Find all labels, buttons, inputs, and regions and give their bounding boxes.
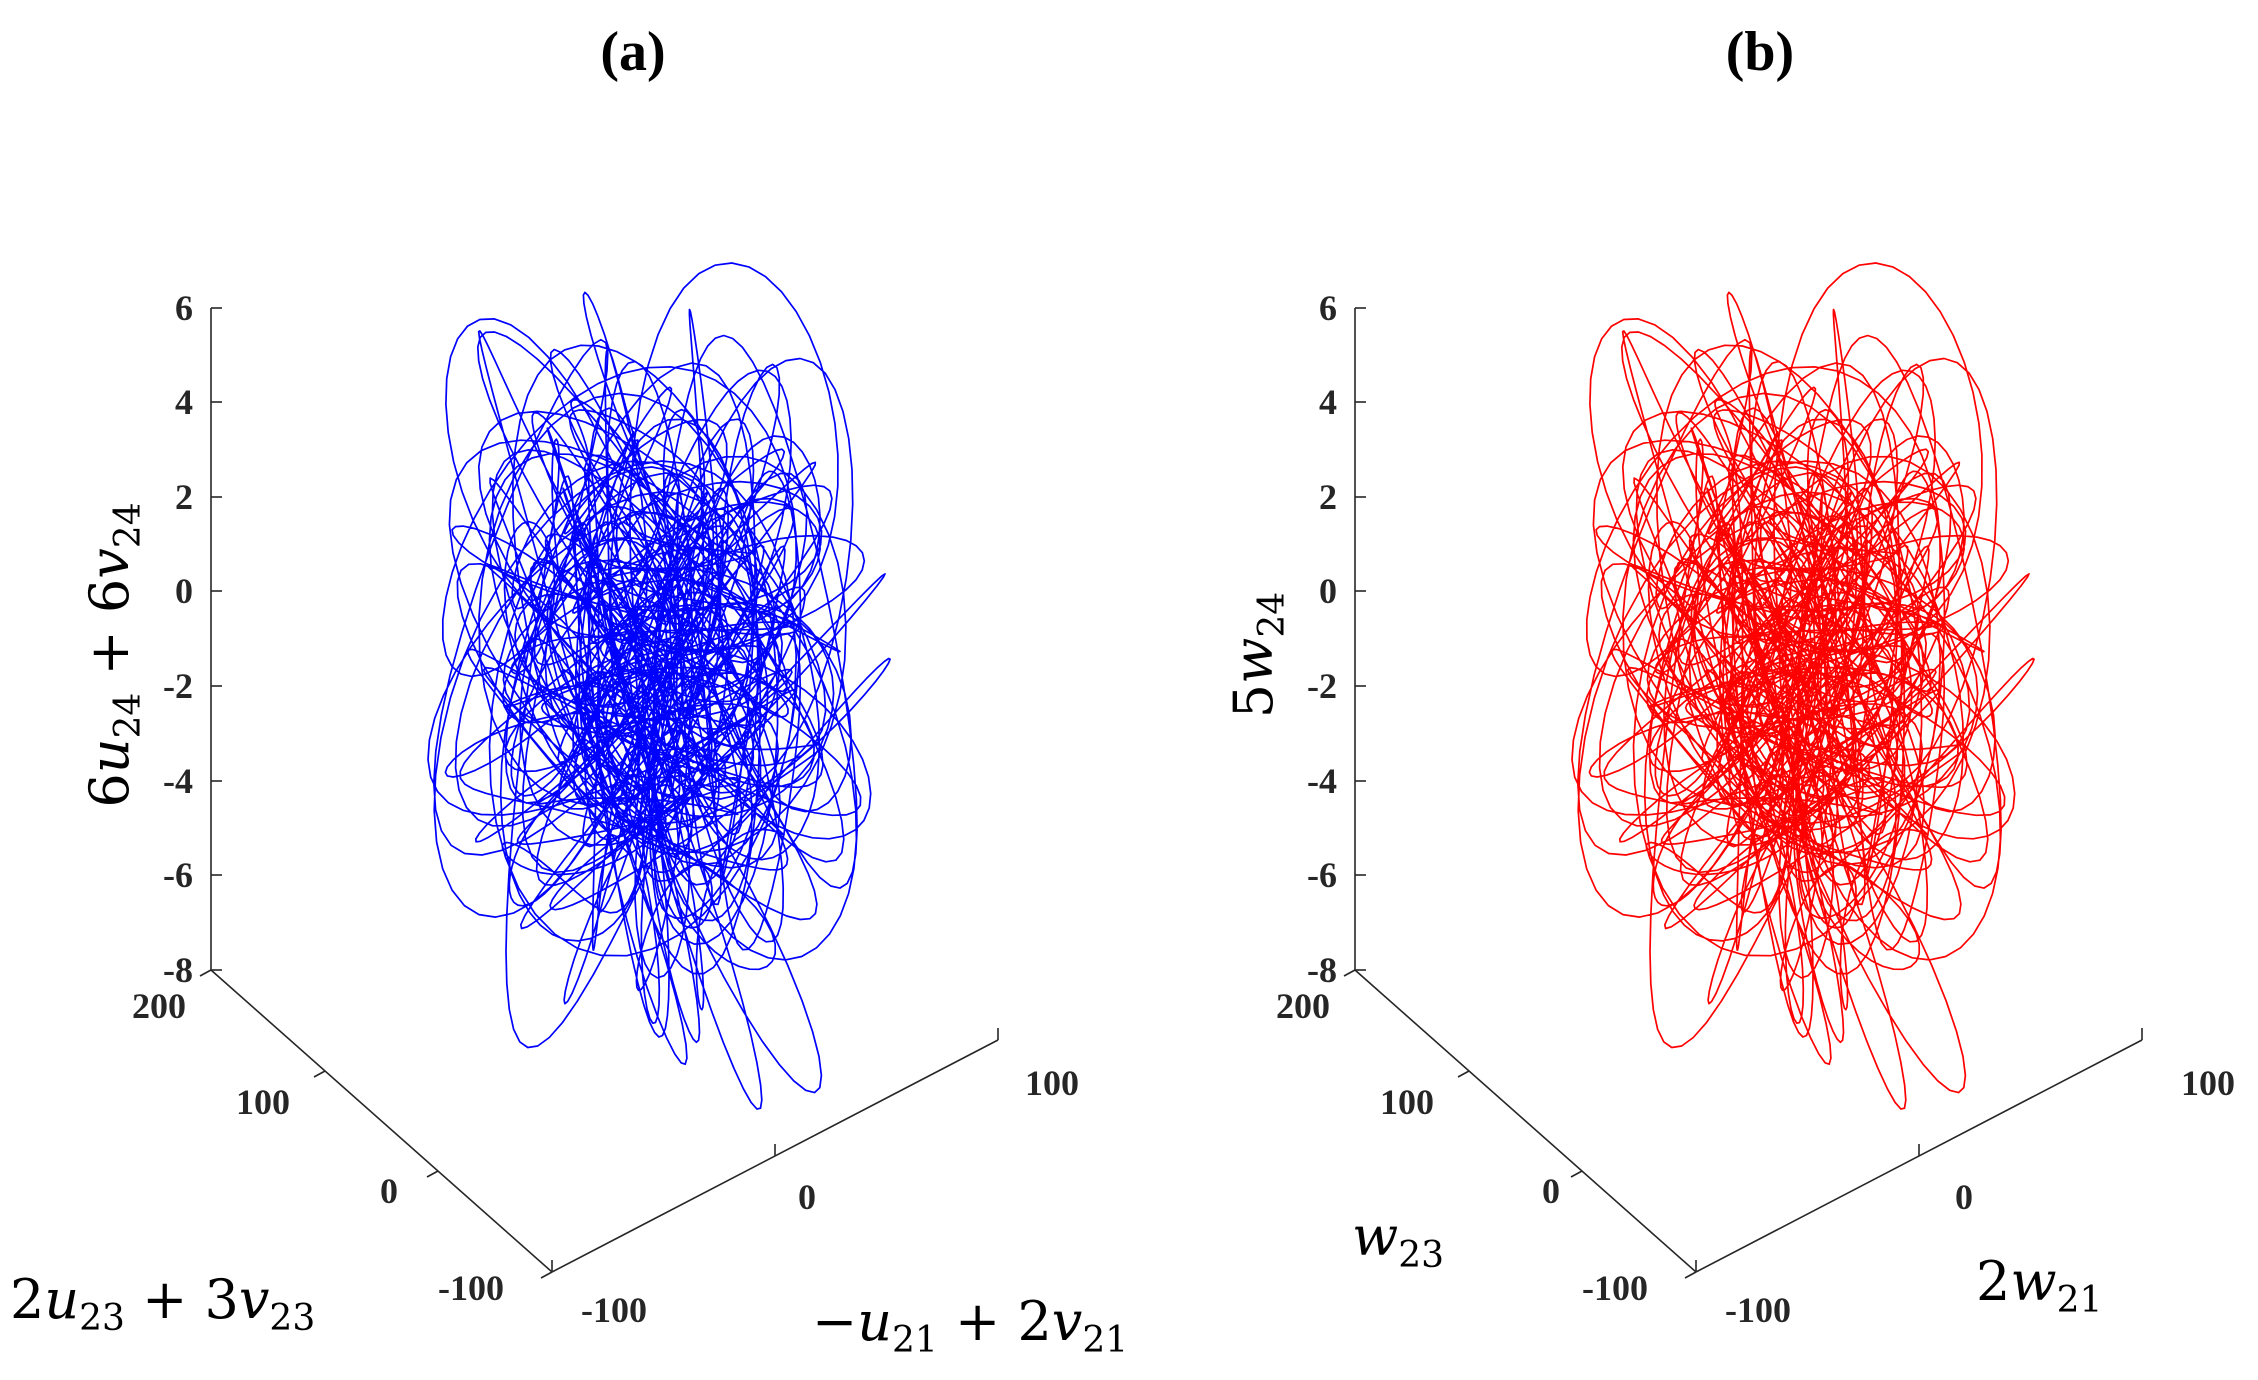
panel-b: (b) 6 4 2 0 -2 -4 -6 -8 200: [1222, 21, 2235, 1330]
z-tick-label: -6: [163, 855, 193, 895]
x-tick-label: -100: [1725, 1290, 1791, 1330]
y-axis-label-a: 2u23 + 3v23: [10, 1268, 315, 1339]
panel-a: (a) 6 4 2 0 -2 -4 -6 -8: [10, 21, 1128, 1361]
z-tick-label: 0: [175, 571, 193, 611]
x-axis-label-b: 2w21: [1976, 1250, 2102, 1321]
x-tick-label: 0: [798, 1177, 816, 1217]
z-axis-label-a: 6u24 + 6v24: [78, 502, 149, 807]
y-tick-label: 100: [1380, 1082, 1434, 1122]
z-axis-label-b: 5w24: [1222, 592, 1293, 718]
z-tick-label: -4: [163, 761, 193, 801]
x-tick-label: 100: [1025, 1063, 1079, 1103]
z-tick-label: -6: [1307, 855, 1337, 895]
z-ticks-b: 6 4 2 0 -2 -4 -6 -8: [1307, 288, 1366, 990]
y-axis-label-b: w23: [1352, 1205, 1444, 1276]
x-ticks-b: -100 0 100: [1695, 1028, 2235, 1330]
y-tick-label: 200: [1276, 986, 1330, 1026]
z-tick-label: 6: [175, 288, 193, 328]
y-tick-label: 0: [1542, 1171, 1560, 1211]
y-tick-label: 0: [380, 1171, 398, 1211]
x-axis-label-a: −u21 + 2v21: [812, 1290, 1128, 1361]
z-ticks-a: 6 4 2 0 -2 -4 -6 -8: [163, 288, 222, 990]
z-tick-label: -2: [1307, 666, 1337, 706]
y-ticks-b: 200 100 0 -100: [1276, 969, 1697, 1308]
z-tick-label: -8: [1307, 950, 1337, 990]
z-tick-label: 0: [1319, 571, 1337, 611]
x-tick-label: -100: [581, 1290, 647, 1330]
trajectory-line-a: [427, 262, 891, 1110]
z-tick-label: 2: [175, 477, 193, 517]
z-tick-label: 4: [1319, 382, 1337, 422]
z-tick-label: -8: [163, 950, 193, 990]
y-tick-label: 100: [236, 1082, 290, 1122]
y-axis-a: [210, 969, 553, 1273]
trajectory-line-b: [1571, 262, 2035, 1110]
z-tick-label: -2: [163, 666, 193, 706]
y-tick-label: -100: [438, 1268, 504, 1308]
z-tick-label: 4: [175, 382, 193, 422]
x-tick-label: 0: [1955, 1177, 1973, 1217]
z-tick-label: 2: [1319, 477, 1337, 517]
x-ticks-a: -100 0 100: [551, 1028, 1079, 1330]
z-tick-label: 6: [1319, 288, 1337, 328]
y-tick-label: -100: [1582, 1268, 1648, 1308]
x-tick-label: 100: [2181, 1063, 2235, 1103]
y-ticks-a: 200 100 0 -100: [132, 969, 553, 1308]
panel-title-a: (a): [600, 21, 665, 83]
z-tick-label: -4: [1307, 761, 1337, 801]
panel-title-b: (b): [1726, 21, 1794, 83]
y-axis-b: [1354, 969, 1697, 1273]
y-tick-label: 200: [132, 986, 186, 1026]
